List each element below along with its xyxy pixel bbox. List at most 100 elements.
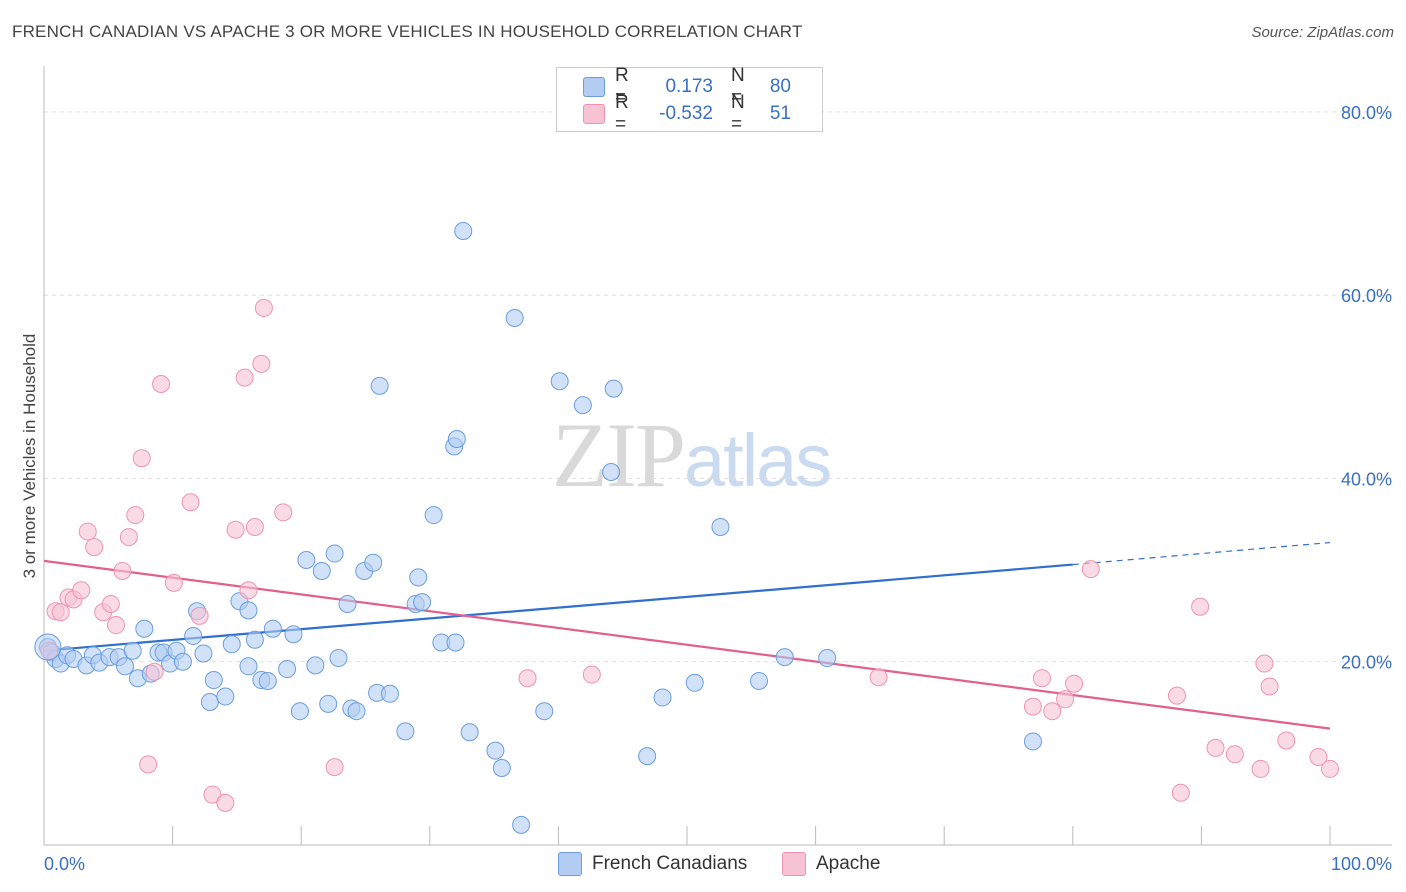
point-french-canadians: [258, 671, 277, 690]
tick-labels: 20.0% 40.0% 60.0% 80.0% 0.0% 100.0% 3 or more …: [20, 103, 1392, 874]
point-french-canadians: [194, 644, 213, 663]
point-apache: [245, 517, 264, 536]
point-french-canadians: [312, 561, 331, 580]
point-french-canadians: [413, 593, 432, 612]
point-apache: [51, 603, 70, 622]
legend-row-apache: R = -0.532 N = 51: [583, 92, 791, 135]
y-axis-title: 3 or more Vehicles in Household: [20, 334, 39, 579]
point-french-canadians: [116, 657, 135, 676]
stats-legend: R = 0.173 N = 80 R = -0.532 N = 51: [556, 65, 823, 135]
point-french-canadians: [290, 702, 309, 721]
watermark: ZIPatlas: [552, 402, 832, 508]
point-apache: [101, 594, 120, 613]
point-apache: [1321, 759, 1339, 778]
point-french-canadians: [486, 741, 505, 760]
legend-row-french-canadians: R = 0.173 N = 80: [583, 65, 791, 108]
point-apache: [239, 581, 258, 600]
point-apache: [181, 493, 200, 512]
bottom-legend-swatch-pink: [782, 852, 806, 876]
point-french-canadians: [239, 657, 258, 676]
point-french-canadians: [505, 309, 524, 328]
legend-n-label: N =: [731, 65, 745, 108]
watermark-zip: ZIP: [552, 404, 686, 506]
point-apache: [254, 298, 273, 317]
point-apache: [164, 573, 183, 592]
y-tick-label: 80.0%: [1341, 103, 1392, 123]
point-apache: [1065, 674, 1084, 693]
point-french-canadians: [222, 635, 241, 654]
legend-n-value: 80: [769, 76, 791, 97]
point-french-canadians: [750, 671, 769, 690]
point-french-canadians: [245, 630, 264, 649]
trend-line-apache: [43, 559, 1331, 730]
x-tick-label: 100.0%: [1331, 854, 1392, 874]
point-french-canadians: [204, 671, 223, 690]
point-french-canadians: [184, 627, 203, 646]
point-french-canadians: [604, 379, 623, 398]
legend-swatch-pink: [583, 104, 605, 124]
point-apache: [325, 758, 344, 777]
bottom-legend-label: Apache: [816, 853, 881, 874]
point-french-canadians: [447, 430, 466, 449]
point-french-canadians: [338, 594, 357, 613]
point-french-canadians: [460, 723, 479, 742]
point-apache: [1081, 560, 1100, 579]
point-apache: [582, 665, 601, 684]
point-apache: [113, 561, 132, 580]
point-apache: [216, 793, 235, 812]
point-french-canadians: [775, 648, 794, 667]
point-french-canadians: [284, 625, 303, 644]
point-french-canadians: [409, 568, 428, 587]
point-apache: [1032, 669, 1051, 688]
point-apache: [1255, 654, 1274, 673]
point-apache: [1056, 690, 1075, 709]
point-apache: [1309, 748, 1328, 767]
legend-n-value: 51: [769, 103, 791, 124]
chart-title: FRENCH CANADIAN VS APACHE 3 OR MORE VEHI…: [12, 22, 803, 41]
point-apache: [1277, 731, 1296, 750]
point-french-canadians: [239, 601, 258, 620]
point-french-canadians: [711, 517, 730, 536]
watermark-atlas: atlas: [684, 419, 832, 502]
point-french-canadians: [380, 684, 399, 703]
point-apache: [518, 669, 537, 688]
bottom-legend-french-canadians: French Canadians: [558, 852, 747, 876]
point-apache: [152, 375, 171, 394]
point-apache: [1167, 686, 1186, 705]
bottom-legend-swatch-blue: [558, 852, 582, 876]
point-apache: [1251, 759, 1270, 778]
point-french-canadians: [347, 702, 366, 721]
point-french-canadians: [364, 553, 383, 572]
point-french-canadians: [306, 656, 325, 675]
y-tick-label: 40.0%: [1341, 469, 1392, 489]
point-apache: [139, 755, 158, 774]
y-tick-label: 20.0%: [1341, 653, 1392, 673]
legend-n-label: N =: [731, 92, 745, 135]
trend-line-french-canadians-projection: [1072, 541, 1331, 566]
point-apache: [274, 503, 293, 522]
point-french-canadians: [424, 506, 443, 525]
point-french-canadians: [535, 702, 554, 721]
axes: [43, 66, 1392, 846]
bottom-legend-label: French Canadians: [592, 853, 748, 874]
point-apache: [226, 520, 245, 539]
point-apache: [203, 785, 222, 804]
point-french-canadians: [818, 649, 837, 668]
point-cluster: [34, 633, 62, 661]
trend-line-french-canadians: [43, 563, 1073, 652]
point-french-canadians: [297, 550, 316, 569]
point-french-canadians: [492, 759, 511, 778]
point-apache: [190, 606, 209, 625]
point-apache: [1171, 783, 1190, 802]
point-french-canadians: [685, 673, 704, 692]
point-french-canadians: [454, 221, 473, 240]
point-apache: [1206, 738, 1225, 757]
point-apache: [119, 528, 138, 547]
point-apache: [72, 581, 91, 600]
point-apache: [1043, 702, 1062, 721]
point-french-canadians: [216, 687, 235, 706]
point-french-canadians: [123, 641, 142, 660]
point-apache: [1191, 597, 1210, 616]
point-french-canadians: [653, 688, 672, 707]
